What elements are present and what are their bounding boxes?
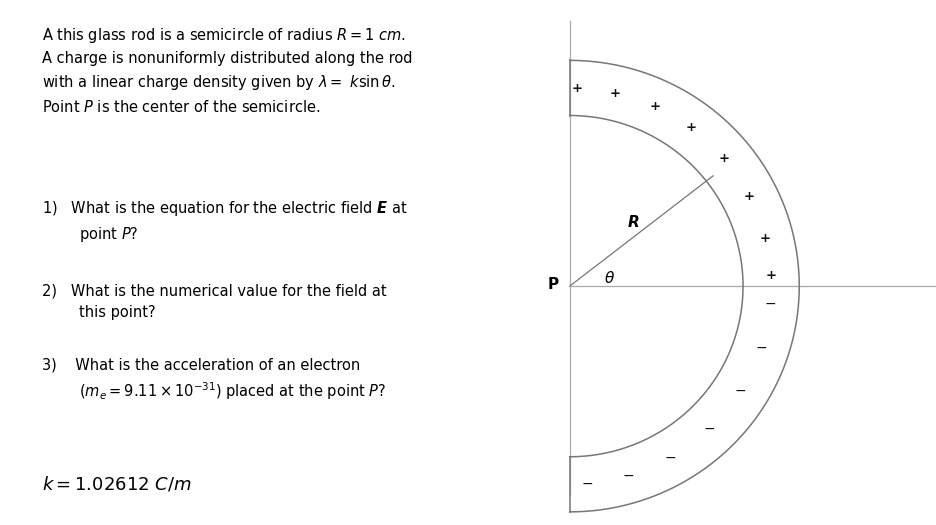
Text: +: + [759,232,769,245]
Text: −: − [664,451,676,465]
Text: +: + [765,269,776,282]
Text: +: + [718,152,729,165]
Text: 3)    What is the acceleration of an electron
        $(m_e = 9.11 \times 10^{-3: 3) What is the acceleration of an electr… [42,357,386,402]
Text: R: R [627,215,638,229]
Text: −: − [734,384,746,398]
Text: −: − [622,469,634,482]
Text: +: + [649,100,660,113]
Text: 2)   What is the numerical value for the field at
        this point?: 2) What is the numerical value for the f… [42,284,387,320]
Text: +: + [608,87,620,100]
Text: P: P [547,277,558,291]
Text: +: + [743,190,753,203]
Text: 1)   What is the equation for the electric field $\boldsymbol{E}$ at
        poi: 1) What is the equation for the electric… [42,200,407,245]
Text: A this glass rod is a semicircle of radius $R = 1\ cm.$
A charge is nonuniformly: A this glass rod is a semicircle of radi… [42,26,412,115]
Text: +: + [571,81,581,94]
Text: $\theta$: $\theta$ [603,270,614,286]
Text: −: − [754,340,767,354]
Text: −: − [764,297,775,310]
Text: +: + [685,121,695,134]
Text: $k = 1.02612\ C/m$: $k = 1.02612\ C/m$ [42,475,192,494]
Text: −: − [703,422,715,436]
Text: −: − [581,477,592,490]
